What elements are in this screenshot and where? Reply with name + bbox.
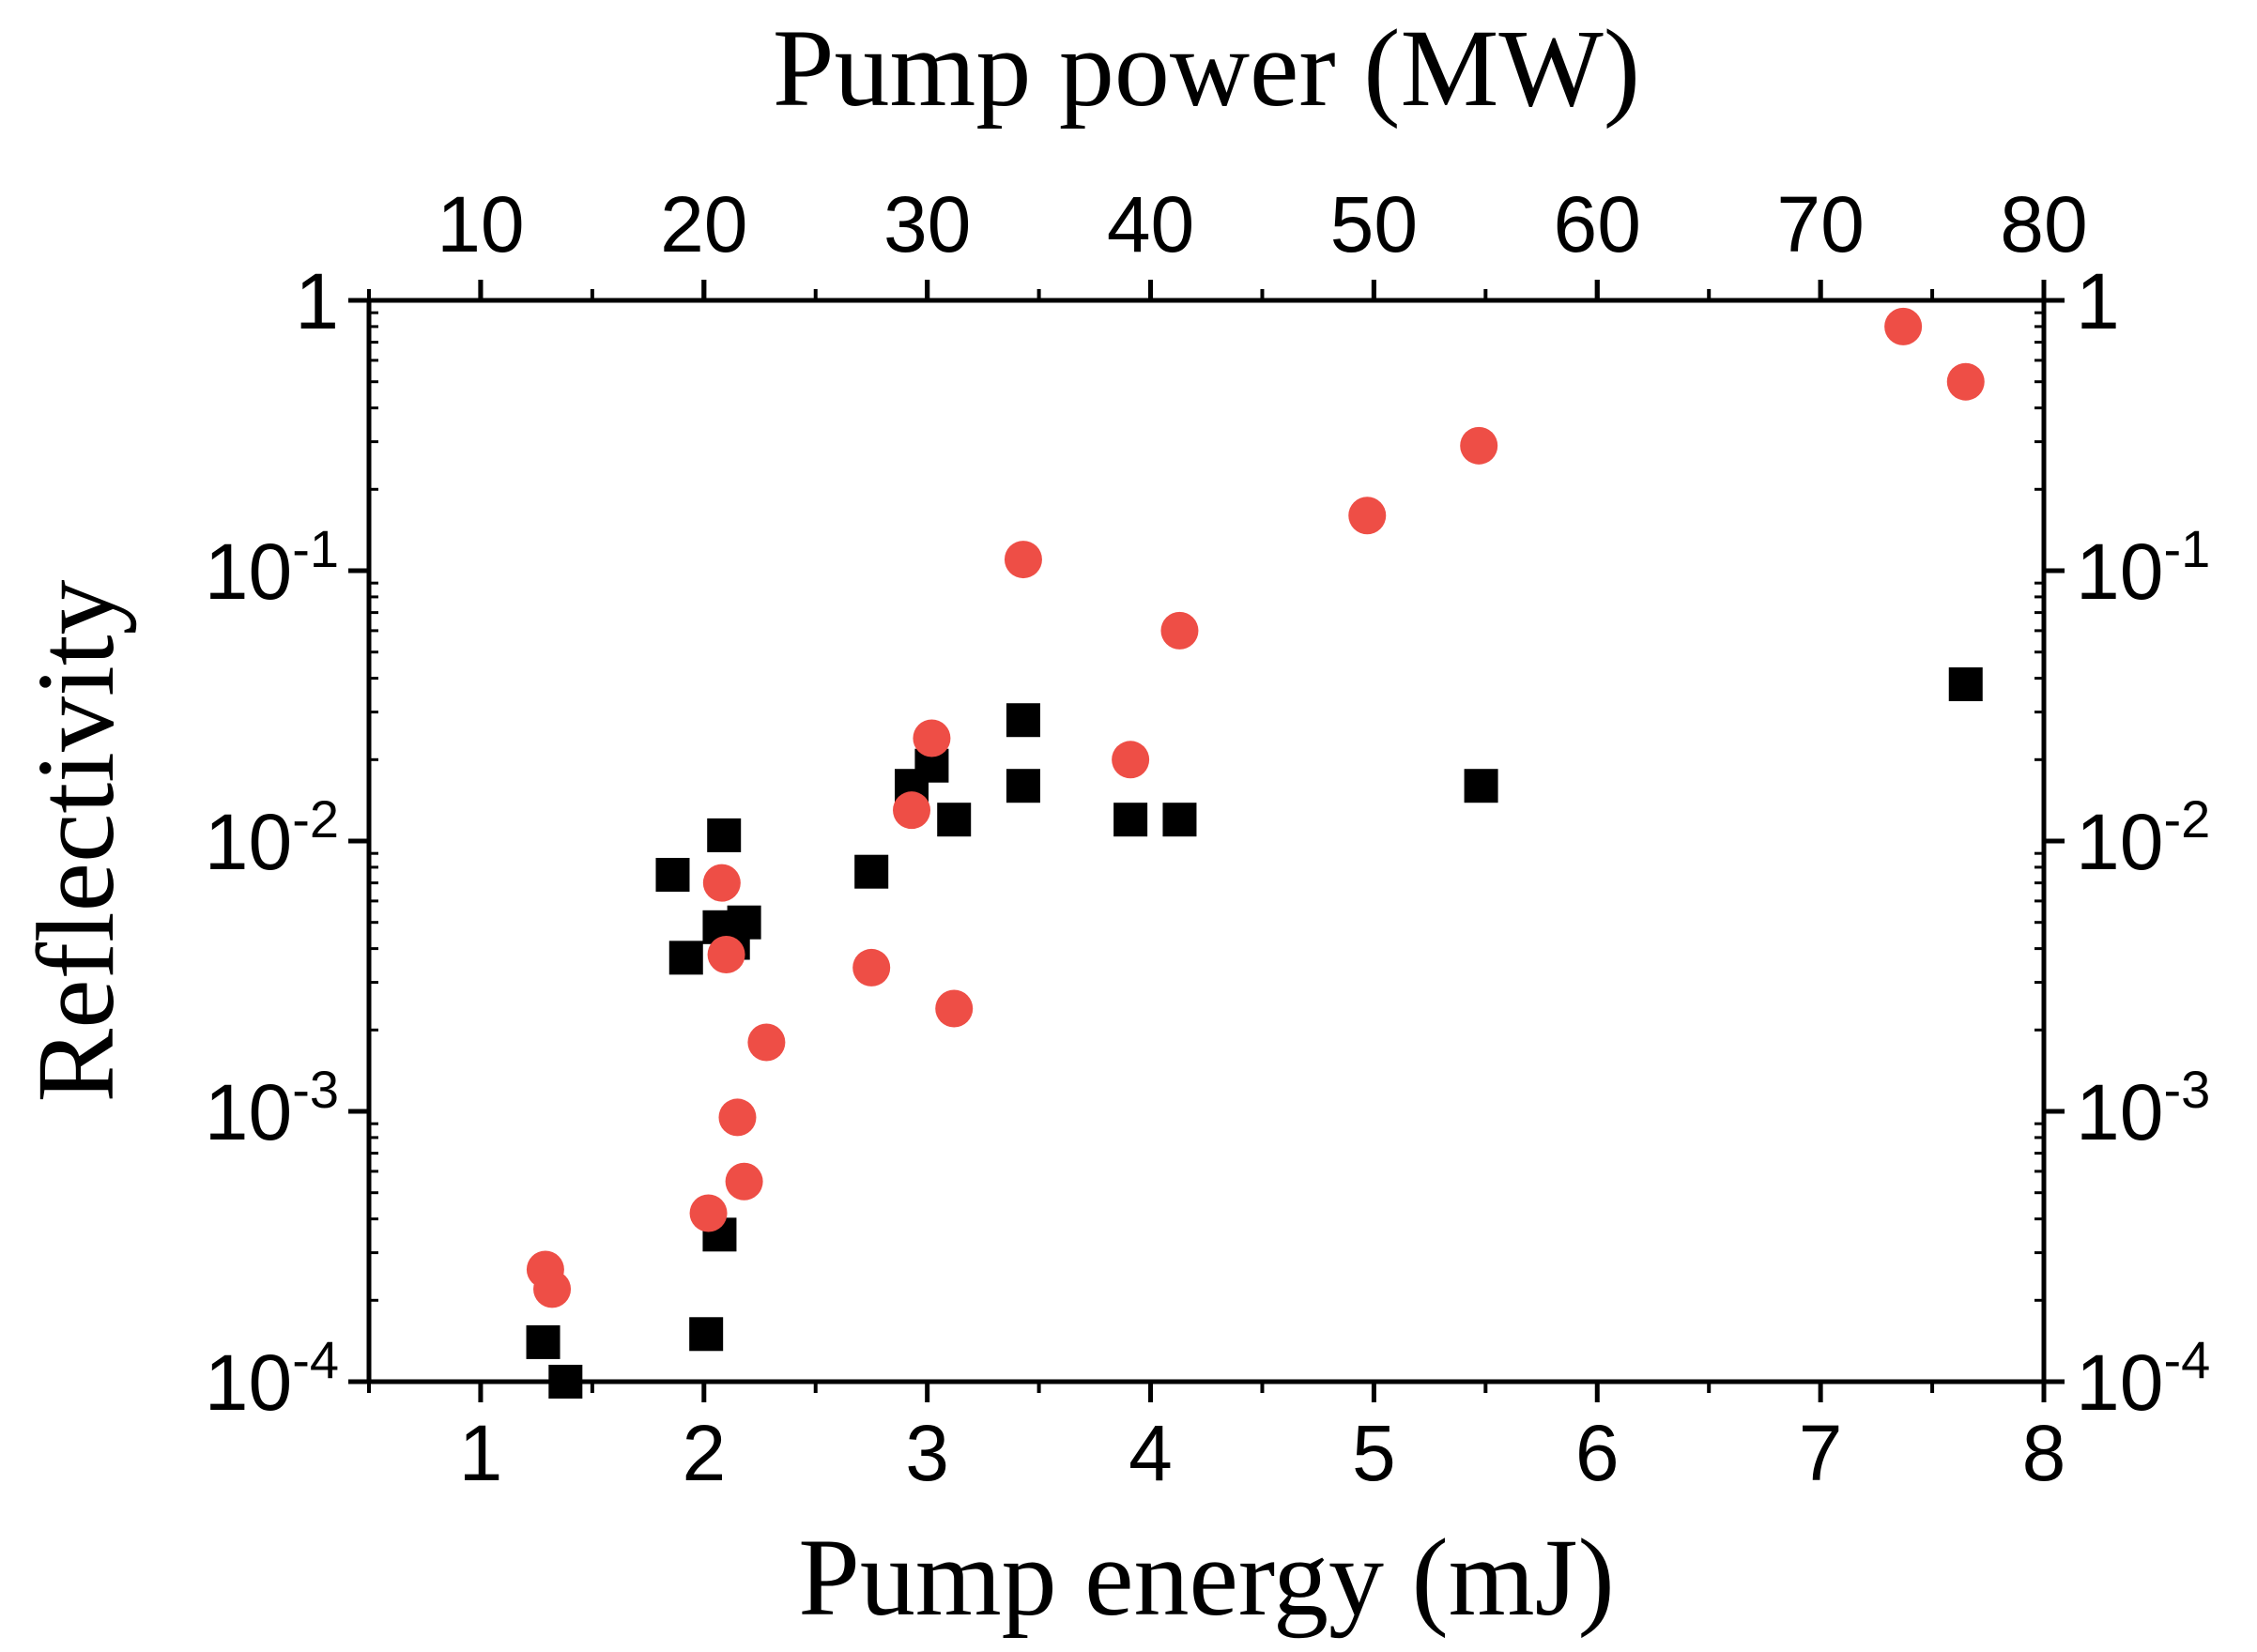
red-circle-point xyxy=(689,1194,728,1232)
x2-tick-label: 70 xyxy=(1776,180,1864,268)
red-circle-point xyxy=(1160,611,1199,650)
y-tick-exponent: -4 xyxy=(2163,1330,2210,1389)
plot-frame xyxy=(366,298,2047,1384)
black-square-point xyxy=(655,857,690,892)
red-circle-point xyxy=(1112,741,1150,779)
y-tick-label-right: 10-4 xyxy=(2076,1330,2210,1427)
y-tick-label-left: 10-4 xyxy=(205,1330,339,1427)
x2-tick-label: 10 xyxy=(437,180,524,268)
x2-tick-label: 50 xyxy=(1330,180,1418,268)
y-tick-label-right: 1 xyxy=(2076,257,2120,345)
y-tick-label-right: 10-2 xyxy=(2076,789,2210,886)
black-square-point xyxy=(854,854,889,889)
black-square-point xyxy=(689,1317,724,1352)
x-tick-label: 4 xyxy=(1128,1409,1173,1497)
x2-tick-label: 40 xyxy=(1107,180,1194,268)
red-circle-point xyxy=(852,948,891,987)
y-tick-base: 10 xyxy=(205,528,292,616)
red-circle-point xyxy=(718,1098,757,1137)
y-tick-label-left: 10-3 xyxy=(205,1060,339,1156)
red-circle-point xyxy=(1460,426,1498,465)
red-circle-point xyxy=(533,1270,572,1308)
y-tick-label-left: 10-1 xyxy=(205,519,339,616)
black-square-point xyxy=(668,941,703,975)
x-tick-label: 3 xyxy=(905,1409,949,1497)
y-tick-exponent: -2 xyxy=(292,789,339,849)
red-circle-point xyxy=(935,989,974,1028)
y-tick-exponent: -3 xyxy=(2163,1060,2210,1119)
y-tick-base: 10 xyxy=(2076,798,2163,886)
y-tick-base: 10 xyxy=(2076,1068,2163,1156)
x2-tick-label: 30 xyxy=(883,180,971,268)
y-tick-exponent: -3 xyxy=(292,1060,339,1119)
y-tick-label-right: 10-1 xyxy=(2076,519,2210,616)
black-square-point xyxy=(1006,769,1040,803)
y-tick-base: 1 xyxy=(2076,257,2120,345)
red-circle-point xyxy=(747,1023,786,1062)
black-square-point xyxy=(707,818,742,852)
black-square-point xyxy=(548,1365,583,1399)
black-square-point xyxy=(526,1324,560,1359)
red-circle-point xyxy=(1348,497,1387,535)
black-square-point xyxy=(1948,667,1983,702)
y-tick-exponent: -1 xyxy=(292,519,339,578)
black-square-point xyxy=(937,803,972,837)
y-tick-exponent: -1 xyxy=(2163,519,2210,578)
black-square-point xyxy=(1006,703,1040,738)
x-tick-label: 2 xyxy=(682,1409,726,1497)
black-square-point xyxy=(1162,803,1197,837)
red-circle-point xyxy=(1946,362,1985,401)
data-points xyxy=(526,307,1985,1399)
x-tick-label: 7 xyxy=(1799,1409,1843,1497)
x2-tick-label: 20 xyxy=(660,180,747,268)
y-tick-label-left: 10-2 xyxy=(205,789,339,886)
red-circle-point xyxy=(707,936,745,974)
y-tick-base: 10 xyxy=(2076,528,2163,616)
x-tick-label: 5 xyxy=(1352,1409,1396,1497)
y-tick-exponent: -4 xyxy=(292,1330,339,1389)
y-tick-base: 10 xyxy=(205,798,292,886)
red-circle-point xyxy=(913,719,951,757)
x-tick-label: 8 xyxy=(2022,1409,2066,1497)
red-circle-point xyxy=(893,791,931,830)
red-circle-point xyxy=(1884,307,1923,345)
x-axis-title: Pump energy (mJ) xyxy=(798,1516,1615,1639)
red-circle-point xyxy=(725,1162,763,1201)
black-square-point xyxy=(727,905,761,940)
red-circle-point xyxy=(702,864,741,902)
x2-tick-label: 60 xyxy=(1554,180,1641,268)
y-tick-base: 1 xyxy=(295,257,339,345)
y-tick-base: 10 xyxy=(205,1068,292,1156)
black-square-point xyxy=(1464,769,1498,803)
y-axis-title: Reflectivity xyxy=(14,579,137,1102)
y-tick-label-right: 10-3 xyxy=(2076,1060,2210,1156)
axis-ticks: 1 2 3 4 5 6 7 810 20 30 40 50 60 70 801 110-1 10-110-2 10… xyxy=(205,180,2210,1497)
red-circle-point xyxy=(1004,541,1042,579)
x-tick-label: 6 xyxy=(1575,1409,1620,1497)
y-tick-base: 10 xyxy=(2076,1338,2163,1427)
x-tick-label: 1 xyxy=(459,1409,503,1497)
y-tick-label-left: 1 xyxy=(295,257,339,345)
y-tick-base: 10 xyxy=(205,1338,292,1427)
x2-axis-title: Pump power (MW) xyxy=(773,7,1640,130)
x2-tick-label: 80 xyxy=(2000,180,2087,268)
black-square-point xyxy=(1113,803,1148,837)
y-tick-exponent: -2 xyxy=(2163,789,2210,849)
